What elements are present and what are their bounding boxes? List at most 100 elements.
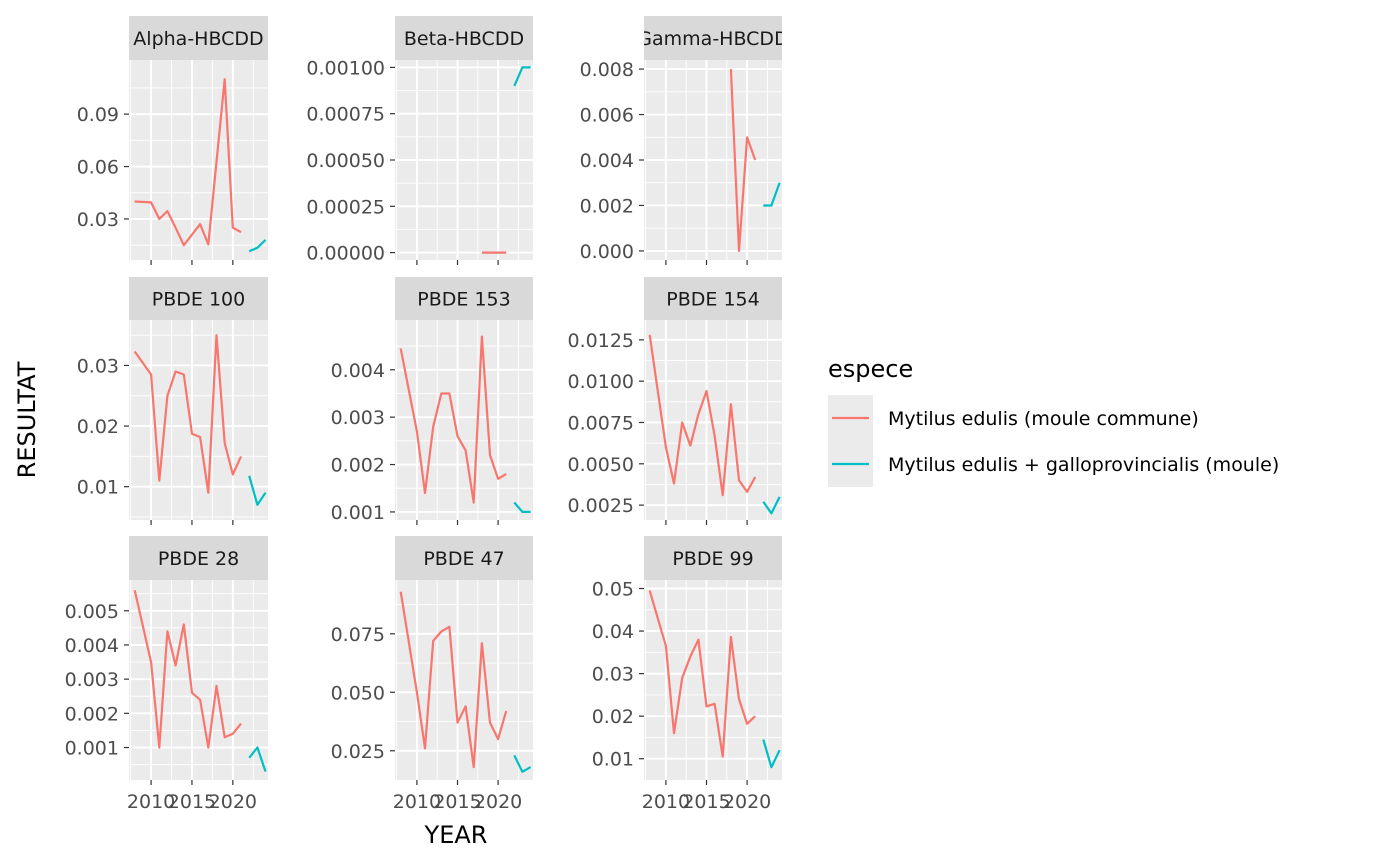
gridlines-pbde-154 [644, 320, 782, 520]
y-tick-label: 0.003 [331, 407, 385, 429]
x-tick-label: 2015 [168, 791, 216, 813]
panel-pbde-100: PBDE 100 0.01 0.02 0.03 [77, 277, 268, 525]
y-tick-label: 0.006 [580, 105, 634, 127]
gridlines-pbde-153 [395, 320, 533, 520]
y-tick-label: 0.004 [580, 150, 634, 172]
y-tick-label: 0.04 [592, 621, 634, 643]
panel-alpha-hbcdd: Alpha-HBCDD 0.03 0.06 0.09 [77, 16, 268, 265]
x-tick-label: 2020 [474, 791, 522, 813]
x-tick-label: 2015 [433, 791, 481, 813]
series-line-2-gamma-hbcdd [763, 182, 781, 207]
y-tick-label: 0.01 [592, 749, 634, 771]
strip-label-pbde-99: PBDE 99 [672, 548, 753, 570]
x-tick-label: 2010 [393, 791, 441, 813]
strip-label-pbde-153: PBDE 153 [417, 289, 510, 311]
y-tick-label: 0.05 [592, 579, 634, 601]
gridlines-pbde-99 [644, 580, 782, 780]
legend-title: espece [828, 355, 913, 383]
series-line-1-pbde-153 [399, 335, 507, 504]
series-line-1-pbde-99 [648, 590, 756, 758]
gridlines-pbde-100 [129, 320, 268, 520]
series-line-1-pbde-100 [133, 334, 243, 494]
legend: espece Mytilus edulis (moule commune) My… [828, 355, 1279, 487]
y-tick-label: 0.03 [592, 664, 634, 686]
strip-pbde-154 [644, 277, 782, 320]
y-tick-label: 0.00025 [306, 196, 385, 218]
series-line-2-beta-hbcdd [513, 66, 531, 87]
series-lines-pbde-99 [648, 590, 781, 769]
panel-background-pbde-99 [644, 580, 782, 780]
series-line-2-pbde-153 [513, 501, 531, 513]
series-line-1-pbde-28 [133, 590, 242, 749]
x-tick-label: 2010 [642, 791, 690, 813]
gridlines-beta-hbcdd [395, 60, 533, 260]
y-tick-label: 0.01 [77, 477, 119, 499]
series-line-2-pbde-100 [248, 475, 267, 506]
strip-gamma-hbcdd [644, 16, 782, 60]
series-line-2-pbde-154 [762, 496, 781, 515]
x-tick-label: 2020 [723, 791, 771, 813]
y-tick-label: 0.025 [331, 741, 385, 763]
strip-label-pbde-100: PBDE 100 [152, 289, 245, 311]
y-tick-label: 0.008 [580, 59, 634, 81]
legend-label-series-2: Mytilus edulis + galloprovincialis (moul… [888, 454, 1279, 476]
strip-label-gamma-hbcdd: Gamma-HBCDD [637, 28, 788, 50]
y-tick-label: 0.002 [331, 455, 385, 477]
y-tick-label: 0.06 [77, 157, 119, 179]
y-tick-label: 0.00050 [306, 150, 385, 172]
y-tick-label: 0.00075 [306, 104, 385, 126]
panel-background-pbde-154 [644, 320, 782, 520]
y-tick-label: 0.03 [77, 355, 119, 377]
x-axis-title: YEAR [424, 821, 488, 849]
y-tick-label: 0.03 [77, 209, 119, 231]
strip-pbde-28 [129, 536, 268, 580]
y-tick-label: 0.0075 [568, 412, 634, 434]
y-tick-label: 0.004 [331, 360, 385, 382]
panel-background-pbde-153 [395, 320, 533, 520]
y-tick-label: 0.075 [331, 624, 385, 646]
panel-gamma-hbcdd: Gamma-HBCDD 0.000 0.002 0.004 0.006 0.008 [580, 16, 788, 265]
panel-background-pbde-47 [395, 580, 533, 780]
series-line-2-alpha-hbcdd [248, 239, 267, 253]
y-tick-label: 0.0100 [568, 371, 634, 393]
strip-pbde-47 [395, 536, 533, 580]
series-line-1-pbde-154 [648, 334, 757, 497]
x-tick-label: 2020 [209, 791, 257, 813]
strip-label-pbde-47: PBDE 47 [423, 548, 504, 570]
y-tick-label: 0.00000 [306, 243, 385, 265]
series-line-1-gamma-hbcdd [729, 69, 757, 252]
strip-pbde-99 [644, 536, 782, 580]
y-tick-label: 0.0125 [568, 330, 634, 352]
strip-label-alpha-hbcdd: Alpha-HBCDD [133, 28, 263, 50]
y-tick-label: 0.0025 [568, 495, 634, 517]
y-axis-title: RESULTAT [13, 361, 41, 478]
panel-pbde-28: PBDE 28 0.001 0.002 0.003 0.004 0.005 20102015… [65, 536, 268, 813]
series-line-2-pbde-28 [248, 746, 267, 772]
y-tick-label: 0.000 [580, 241, 634, 263]
y-tick-label: 0.0050 [568, 454, 634, 476]
series-lines-alpha-hbcdd [134, 78, 267, 253]
series-line-1-alpha-hbcdd [134, 78, 242, 247]
series-lines-gamma-hbcdd [729, 69, 781, 252]
y-tick-label: 0.09 [77, 104, 119, 126]
series-lines-pbde-154 [648, 334, 781, 515]
series-line-2-pbde-47 [513, 754, 532, 773]
gridlines-pbde-28 [129, 580, 268, 780]
strip-label-pbde-154: PBDE 154 [666, 289, 759, 311]
strip-alpha-hbcdd [129, 16, 268, 60]
chart-panels: Alpha-HBCDD 0.03 0.06 0.09 Beta-HBCDD 0.00000… [65, 16, 788, 813]
y-tick-label: 0.002 [65, 703, 119, 725]
panel-background-alpha-hbcdd [129, 60, 268, 260]
y-tick-label: 0.005 [65, 601, 119, 623]
series-lines-pbde-100 [133, 334, 267, 506]
legend-key-background [828, 395, 873, 487]
x-tick-label: 2015 [682, 791, 730, 813]
series-lines-beta-hbcdd [481, 66, 531, 254]
y-tick-label: 0.004 [65, 635, 119, 657]
panel-pbde-153: PBDE 153 0.001 0.002 0.003 0.004 [331, 277, 533, 525]
y-tick-label: 0.02 [592, 706, 634, 728]
y-tick-label: 0.050 [331, 682, 385, 704]
series-lines-pbde-47 [399, 591, 532, 773]
strip-beta-hbcdd [395, 16, 533, 60]
